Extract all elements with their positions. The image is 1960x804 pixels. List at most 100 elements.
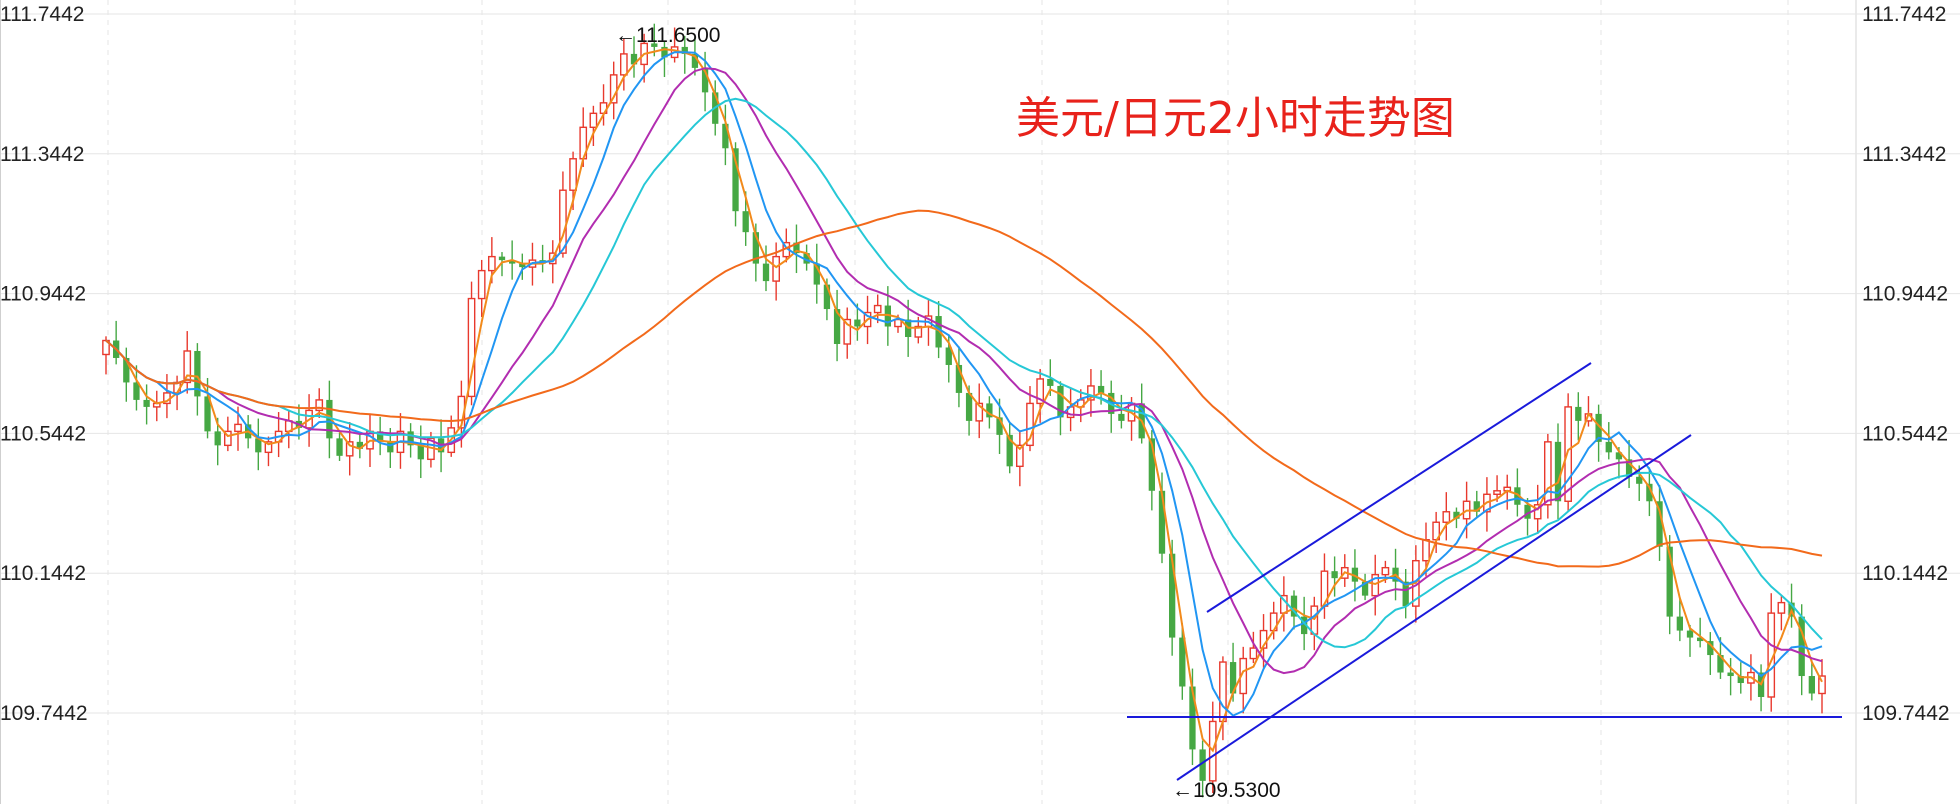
candle <box>133 365 140 411</box>
candle <box>843 307 852 359</box>
candle <box>1118 394 1125 429</box>
candle <box>498 252 506 277</box>
candle <box>1676 597 1683 642</box>
candle <box>356 432 363 459</box>
channel-upper-line <box>1206 362 1592 613</box>
candle <box>1473 490 1480 517</box>
y-tick-label-right: 110.9442 <box>1862 283 1948 306</box>
candle <box>1514 468 1521 517</box>
y-tick-label-right: 111.7442 <box>1862 3 1946 26</box>
candle <box>589 105 598 146</box>
y-tick-label-left: 110.1442 <box>0 562 86 585</box>
candle <box>630 36 638 78</box>
candle <box>345 422 354 476</box>
candle <box>1686 624 1694 657</box>
candle <box>762 245 770 292</box>
candle <box>975 383 984 439</box>
candle <box>407 423 414 458</box>
ma-line-short <box>105 51 1823 717</box>
candle <box>1543 433 1552 519</box>
candle <box>996 398 1003 455</box>
high-annotation: ←111.6500 <box>615 24 720 47</box>
candle <box>1361 573 1369 601</box>
candle <box>1717 637 1724 679</box>
candle <box>1636 465 1643 501</box>
y-tick-label-right: 109.7442 <box>1862 702 1950 725</box>
candle <box>873 294 882 324</box>
candle <box>194 343 201 416</box>
candle <box>1026 386 1034 452</box>
ma-line-slow <box>105 209 1823 568</box>
candle <box>255 418 262 471</box>
candle <box>1575 392 1582 441</box>
y-tick-label-left: 110.5442 <box>0 422 86 445</box>
candle <box>1249 631 1258 664</box>
candle <box>986 396 993 429</box>
candle <box>1006 421 1013 474</box>
y-tick-label-left: 109.7442 <box>0 702 88 725</box>
candle <box>477 259 486 317</box>
candle <box>1442 492 1451 541</box>
candle <box>1087 369 1095 417</box>
y-tick-label-right: 110.1442 <box>1862 562 1948 585</box>
candle <box>1331 556 1338 597</box>
candle <box>619 38 628 91</box>
candle <box>1179 623 1186 700</box>
candle <box>143 384 150 425</box>
y-tick-label-right: 110.5442 <box>1862 422 1948 445</box>
y-tick-label-left: 111.7442 <box>0 3 84 26</box>
candle <box>417 425 424 479</box>
candle <box>1371 554 1380 616</box>
candle <box>955 346 963 408</box>
candle <box>1656 484 1663 561</box>
candle <box>223 416 232 452</box>
candle <box>1727 658 1734 696</box>
candle <box>1777 596 1786 631</box>
candle <box>377 416 384 456</box>
candle <box>1402 568 1409 619</box>
trend-channel-lines <box>1127 362 1842 781</box>
y-tick-label-left: 110.9442 <box>0 283 86 306</box>
moving-average-lines <box>105 48 1823 753</box>
candle <box>722 104 729 166</box>
ma-line-fast <box>105 48 1823 753</box>
candle <box>803 244 810 271</box>
candle <box>204 377 211 439</box>
candle <box>1158 472 1166 564</box>
ma-line-medium <box>105 67 1823 675</box>
ma-line-long <box>105 97 1823 649</box>
candle <box>1808 660 1815 701</box>
chart-title: 美元/日元2小时走势图 <box>1016 93 1455 144</box>
candle <box>1818 659 1826 714</box>
channel-lower-line <box>1176 434 1692 781</box>
candle <box>1697 617 1704 648</box>
y-tick-label-right: 111.3442 <box>1862 143 1946 166</box>
candle <box>519 253 526 280</box>
candle <box>1493 475 1501 502</box>
candle <box>1057 381 1064 436</box>
y-tick-label-left: 111.3442 <box>0 143 84 166</box>
candle <box>1646 467 1653 517</box>
candle <box>833 289 841 362</box>
candle <box>1605 422 1612 460</box>
candle <box>326 380 333 459</box>
candle <box>854 303 861 341</box>
candle <box>264 436 273 467</box>
candle <box>1036 368 1045 423</box>
candle <box>793 224 800 274</box>
candle <box>467 281 476 406</box>
candle <box>732 142 739 227</box>
candle <box>183 331 192 394</box>
candle <box>123 347 130 402</box>
y-axis-labels-right: 111.7442 111.3442 110.9442 110.5442 110.1442… <box>1862 3 1950 725</box>
candle <box>1199 740 1206 798</box>
low-annotation: ←109.5300 <box>1172 779 1281 802</box>
candle <box>813 243 820 304</box>
candle <box>1015 430 1024 487</box>
candle <box>1554 423 1562 520</box>
candle <box>681 35 688 74</box>
y-axis-labels-left: 111.7442 111.3442 110.9442 110.5442 110.1442… <box>0 3 88 725</box>
candle <box>661 41 668 78</box>
